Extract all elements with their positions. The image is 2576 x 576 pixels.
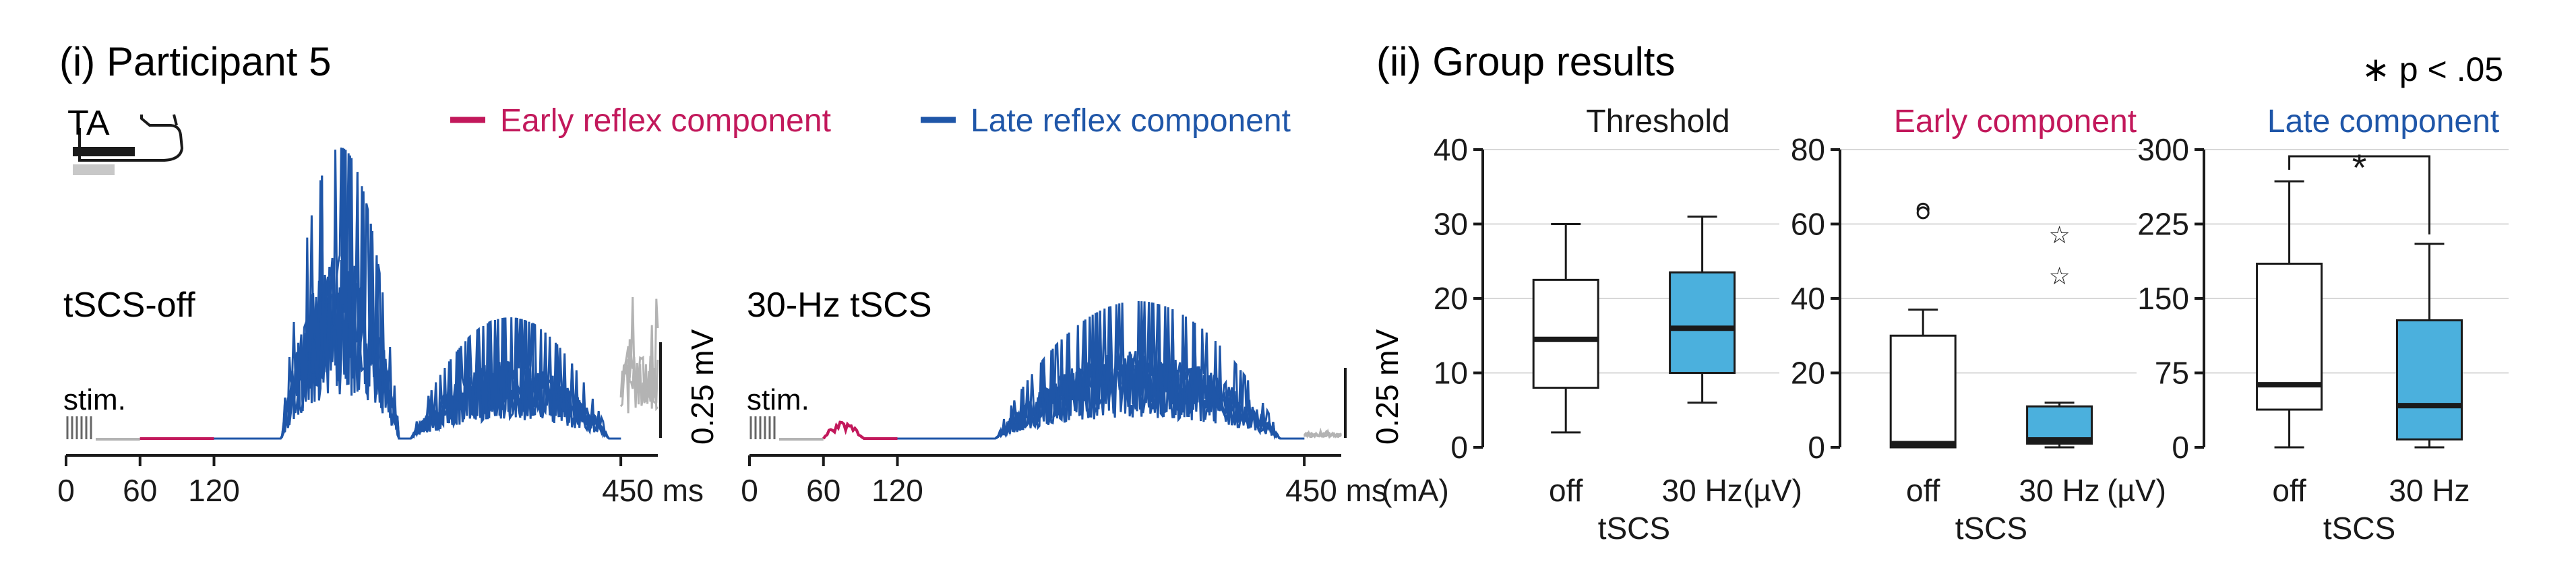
box	[1889, 334, 1957, 449]
outlier-point	[1916, 206, 1930, 220]
trace-right-lines	[779, 300, 1343, 441]
chart-title: Late component	[2267, 104, 2499, 139]
trace-left-stim-label: stim.	[63, 383, 126, 416]
x-tick-label: 0	[57, 473, 75, 508]
x-ticks: 0 60 120 450 ms	[741, 455, 1387, 508]
scale-bar-label: 0.25 mV	[1370, 329, 1405, 445]
y-tick-label: 20	[1434, 281, 1468, 316]
x-tick-label: 120	[188, 473, 240, 508]
box	[1669, 271, 1736, 375]
x-tick-label: 60	[806, 473, 840, 508]
chart-title: Threshold	[1586, 104, 1729, 139]
category-label: 30 Hz	[1662, 473, 1743, 508]
y-tick-label: 75	[2155, 356, 2189, 391]
x-tick-label: 60	[123, 473, 157, 508]
trace-left-lines	[96, 148, 659, 441]
late-trace	[214, 148, 621, 440]
y-tick-label: 150	[2137, 281, 2189, 316]
x-axis-label: tSCS	[1955, 511, 2027, 546]
x-tick-label: 450 ms	[1285, 473, 1387, 508]
trace-left: tSCS-off stim. 0.25 mV 0 60 120 450 ms	[57, 148, 720, 508]
x-tick-label: 120	[871, 473, 923, 508]
significance-note: ∗ p < .05	[2362, 51, 2503, 88]
x-axis-label: tSCS	[1598, 511, 1670, 546]
y-tick-label: 10	[1434, 356, 1468, 391]
extreme-point: ☆	[2048, 262, 2070, 290]
tail-trace	[619, 339, 659, 414]
y-tick-label: 0	[2172, 430, 2189, 465]
panel-ii-title: (ii) Group results	[1376, 39, 1675, 84]
legend: Early reflex component Late reflex compo…	[450, 103, 1291, 139]
y-tick-label: 20	[1791, 356, 1825, 391]
category-label: off	[1906, 473, 1940, 508]
y-tick-label: 0	[1808, 430, 1825, 465]
y-tick-label: 30	[1434, 207, 1468, 242]
y-tick-label: 40	[1434, 132, 1468, 167]
stim-markers	[66, 416, 92, 439]
boxplot-late-component: Late component 0 75 150 225 300 (µV) off 30 HztS…	[2107, 104, 2509, 546]
boxplot-early-component: Early component 0 20 40 60 80 (µV) off ☆ ☆ 30 HztS…	[1743, 104, 2137, 546]
x-tick-label: 0	[741, 473, 758, 508]
leg-icon	[73, 114, 184, 175]
muscle-label: TA	[67, 104, 110, 143]
category-label: 30 Hz	[2389, 473, 2470, 508]
legend-early-label: Early reflex component	[500, 103, 831, 139]
tail-trace	[1303, 428, 1342, 439]
y-tick-label: 300	[2137, 132, 2189, 167]
panel-i-title: (i) Participant 5	[59, 39, 331, 84]
y-tick-label: 0	[1450, 430, 1468, 465]
trace-right-label: 30-Hz tSCS	[747, 286, 932, 325]
significance-bracket	[2288, 155, 2430, 234]
trace-right: 30-Hz tSCS stim. 0.25 mV 0 60 120 450 ms	[741, 286, 1405, 508]
y-tick-label: 60	[1791, 207, 1825, 242]
y-axis-label: (µV)	[1743, 473, 1802, 508]
extreme-point: ☆	[2048, 221, 2070, 249]
panel-ii: (ii) Group results ∗ p < .05 Threshold 0 1…	[1376, 39, 2509, 546]
box	[1532, 278, 1599, 389]
y-tick-label: 225	[2137, 207, 2189, 242]
panel-i: (i) Participant 5 TA Early reflex compon…	[57, 39, 1405, 508]
category-label: off	[1549, 473, 1583, 508]
scale-bar-label: 0.25 mV	[685, 329, 720, 445]
late-trace	[897, 302, 1305, 440]
trace-right-stim-label: stim.	[747, 383, 809, 416]
y-tick-label: 40	[1791, 281, 1825, 316]
category-label: 30 Hz	[2019, 473, 2100, 508]
x-ticks: 0 60 120 450 ms	[57, 455, 704, 508]
box	[2256, 262, 2323, 411]
y-tick-label: 80	[1791, 132, 1825, 167]
y-axis-label: (µV)	[2107, 473, 2166, 508]
chart-title: Early component	[1894, 104, 2137, 139]
trace-left-label: tSCS-off	[63, 286, 195, 325]
x-axis-label: tSCS	[2323, 511, 2395, 546]
y-axis-label: (mA)	[1382, 473, 1449, 508]
significance-star: *	[2352, 146, 2367, 189]
early-trace	[822, 420, 898, 440]
category-label: off	[2272, 473, 2306, 508]
box	[2395, 319, 2463, 441]
legend-late-label: Late reflex component	[971, 103, 1291, 139]
stim-markers	[749, 416, 776, 439]
x-tick-label: 450 ms	[602, 473, 704, 508]
